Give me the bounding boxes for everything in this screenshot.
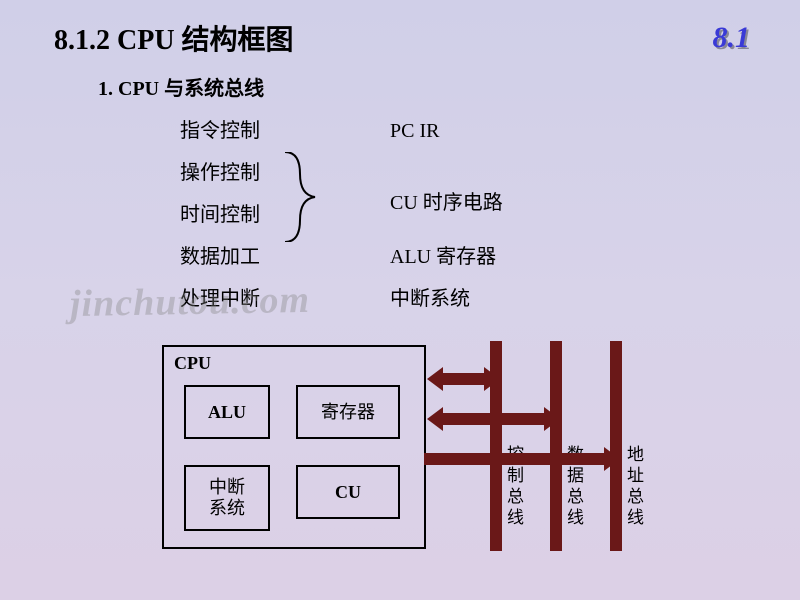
- bracket-right-label: CU 时序电路: [390, 186, 503, 215]
- cpu-label: CPU: [174, 353, 211, 374]
- block-cu: CU: [296, 465, 400, 519]
- block-alu: ALU: [184, 385, 270, 439]
- arrow-line: [442, 413, 544, 425]
- list-item: 操作控制: [180, 152, 590, 194]
- cpu-diagram: CPU ALU 寄存器 中断 系统 CU 控制总线 数据总线 地址总线: [162, 345, 632, 575]
- arrow-head-icon: [484, 367, 500, 391]
- page-title: 8.1.2 CPU 结构框图: [54, 18, 294, 58]
- arrow-head-icon: [544, 407, 560, 431]
- section-number: 8.1: [713, 21, 751, 55]
- cpu-box: CPU ALU 寄存器 中断 系统 CU: [162, 345, 426, 549]
- arrow-head-icon: [427, 407, 443, 431]
- list-left: 指令控制: [180, 110, 390, 152]
- list-item: 指令控制 PC IR: [180, 110, 590, 152]
- list-item: 时间控制: [180, 194, 590, 236]
- list-left: 数据加工: [180, 236, 390, 278]
- arrow-head-icon: [604, 447, 620, 471]
- block-registers: 寄存器: [296, 385, 400, 439]
- list-item: 数据加工 ALU 寄存器: [180, 236, 590, 278]
- arrow-line: [442, 373, 484, 385]
- brace-icon: [280, 152, 320, 242]
- arrow-head-icon: [427, 367, 443, 391]
- list-right: PC IR: [390, 110, 590, 152]
- address-bus-label: 地址总线: [621, 445, 646, 529]
- list-right: 中断系统: [390, 278, 590, 320]
- watermark: jinchutou.com: [70, 278, 311, 326]
- title-row: 8.1.2 CPU 结构框图 8.1: [54, 18, 760, 58]
- subtitle: 1. CPU 与系统总线: [98, 72, 264, 101]
- arrow-line: [424, 453, 604, 465]
- block-interrupt: 中断 系统: [184, 465, 270, 531]
- list-right: ALU 寄存器: [390, 236, 590, 278]
